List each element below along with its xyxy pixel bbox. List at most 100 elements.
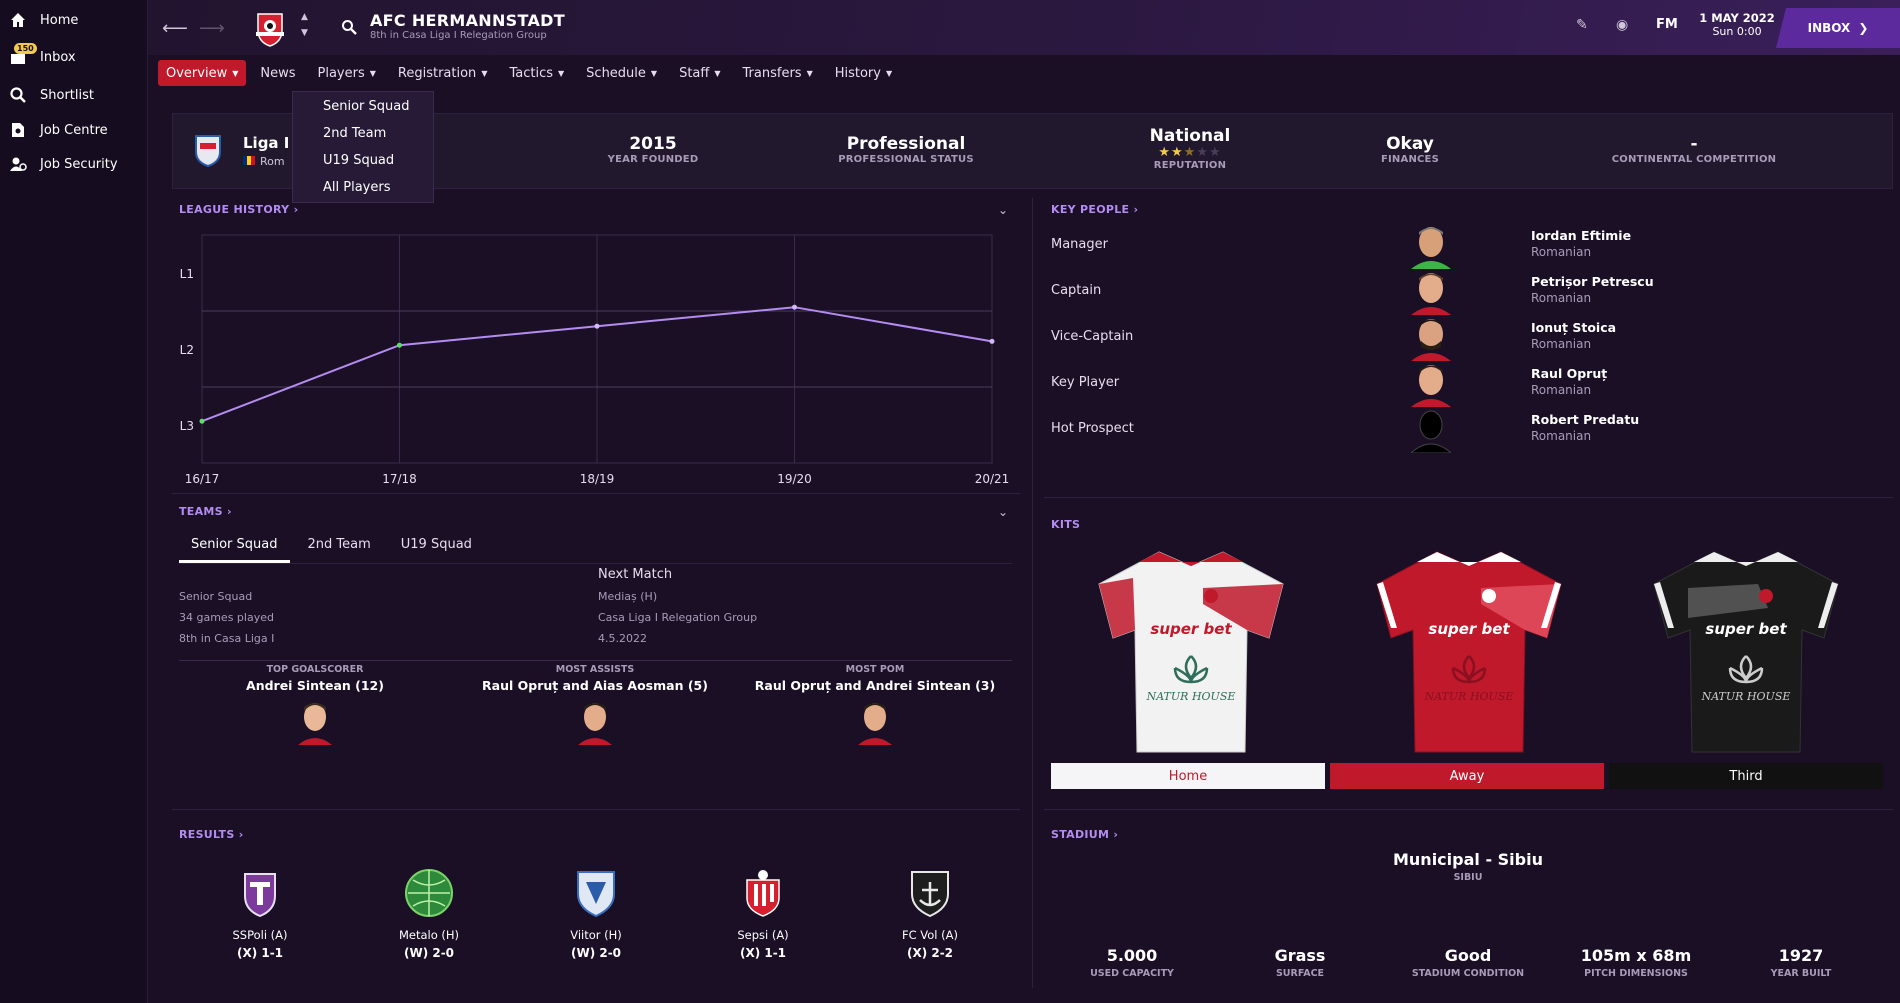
sidebar-item-inbox[interactable]: 150 Inbox — [0, 40, 148, 74]
sepsi-logo-icon — [746, 870, 780, 917]
continue-arrow-icon: ❯ — [1858, 21, 1869, 35]
chevron-down-icon: ▼ — [558, 68, 565, 78]
tab-transfers[interactable]: Transfers ▼ — [742, 65, 813, 81]
tab-2nd-team[interactable]: 2nd Team — [307, 537, 371, 552]
club-subtitle: 8th in Casa Liga I Relegation Group — [370, 30, 547, 41]
column-divider — [1032, 198, 1033, 988]
stat-year-founded: 2015 YEAR FOUNDED — [607, 134, 699, 165]
sspoli-logo-icon — [244, 873, 276, 918]
viitor-logo-icon — [577, 871, 615, 918]
sidebar-item-job-security[interactable]: Job Security — [0, 147, 148, 181]
job-centre-icon — [12, 123, 24, 137]
top-goalscorer[interactable]: TOP GOALSCORER Andrei Sintean (12) — [175, 664, 455, 745]
most-assists[interactable]: MOST ASSISTS Raul Opruț and Aias Aosman (… — [455, 664, 735, 745]
key-person-row[interactable]: Vice-Captain Ionuț Stoica Romanian — [1051, 315, 1891, 361]
club-view-icon[interactable]: ◉ — [1616, 17, 1629, 33]
vice-captain-face-icon — [1411, 319, 1451, 361]
fm-menu-button[interactable]: FM — [1656, 17, 1678, 32]
inbox-continue-button[interactable]: INBOX ❯ — [1776, 8, 1900, 48]
third-kit-button[interactable]: Third — [1609, 763, 1883, 789]
league-name[interactable]: Liga I — [243, 134, 290, 152]
club-name: AFC HERMANNSTADT — [370, 11, 565, 30]
stat-professional-status: Professional PROFESSIONAL STATUS — [838, 134, 974, 165]
chevron-down-icon: ▼ — [714, 68, 721, 78]
divider — [1044, 497, 1893, 498]
tab-registration[interactable]: Registration ▼ — [397, 65, 488, 81]
home-kit-button[interactable]: Home — [1051, 763, 1325, 789]
tab-tactics[interactable]: Tactics ▼ — [509, 65, 565, 81]
key-person-row[interactable]: Key Player Raul Opruț Romanian — [1051, 361, 1891, 407]
teams-title[interactable]: TEAMS › — [179, 505, 232, 518]
home-kit-shirt[interactable]: super bet NATUR HOUSE — [1093, 548, 1289, 756]
next-match-title: Next Match — [598, 567, 673, 582]
stadium-condition: Good STADIUM CONDITION — [1411, 946, 1525, 979]
key-person-row[interactable]: Hot Prospect Robert Predatu Romanian — [1051, 407, 1891, 453]
team-summary: Senior Squad 34 games played 8th in Casa L… — [179, 590, 275, 645]
fc-voluntari-logo-icon — [911, 871, 949, 918]
third-kit-shirt[interactable]: super bet NATUR HOUSE — [1648, 548, 1844, 756]
club-logo[interactable] — [250, 8, 290, 48]
date-display[interactable]: 1 MAY 2022 Sun 0:00 — [1699, 11, 1775, 39]
silhouette-icon — [1411, 410, 1451, 453]
sidebar-item-home[interactable]: Home — [0, 3, 148, 37]
result-item[interactable]: Sepsi (A) (X) 1-1 — [688, 868, 838, 960]
tab-u19-squad[interactable]: U19 Squad — [400, 537, 472, 552]
search-icon[interactable] — [341, 19, 357, 35]
chart-y-tick-label: L2 — [180, 343, 194, 357]
results-title[interactable]: RESULTS › — [179, 828, 244, 841]
key-person-row[interactable]: Manager Iordan Eftimie Romanian — [1051, 223, 1891, 269]
sidebar-item-shortlist[interactable]: Shortlist — [0, 78, 148, 112]
tab-staff[interactable]: Staff ▼ — [679, 65, 721, 81]
tab-news[interactable]: News — [260, 65, 296, 81]
menu-item-u19-squad[interactable]: U19 Squad — [323, 153, 395, 168]
chevron-down-icon[interactable]: ⌄ — [998, 203, 1009, 217]
tab-senior-squad[interactable]: Senior Squad — [179, 533, 290, 563]
most-pom[interactable]: MOST POM Raul Opruț and Andrei Sintean (3… — [735, 664, 1015, 745]
tab-players[interactable]: Players ▼ — [317, 65, 376, 81]
chart-data-point — [397, 342, 402, 348]
key-person-row[interactable]: Captain Petrișor Petrescu Romanian — [1051, 269, 1891, 315]
stat-finances: Okay FINANCES — [1380, 134, 1439, 165]
divider — [179, 563, 1012, 564]
away-kit-button[interactable]: Away — [1330, 763, 1604, 789]
forward-arrow-icon[interactable]: ⟶ — [199, 18, 225, 39]
result-item[interactable]: SSPoli (A) (X) 1-1 — [185, 868, 335, 960]
league-history-title[interactable]: LEAGUE HISTORY › — [179, 203, 299, 216]
tab-history[interactable]: History ▼ — [834, 65, 893, 81]
stadium-city: SIBIU — [1453, 872, 1483, 883]
result-item[interactable]: FC Vol (A) (X) 2-2 — [855, 868, 1005, 960]
svg-text:super bet: super bet — [1705, 620, 1787, 638]
home-icon — [11, 13, 25, 27]
menu-item-2nd-team[interactable]: 2nd Team — [323, 126, 387, 141]
top-bar — [148, 0, 1900, 55]
tab-overview[interactable]: Overview ▼ — [158, 60, 247, 86]
stat-reputation: National ★★★★★ REPUTATION — [1090, 126, 1290, 171]
edit-pencil-icon[interactable]: ✎ — [1576, 17, 1588, 33]
job-security-icon — [10, 157, 27, 171]
result-item[interactable]: Metalo (H) (W) 2-0 — [354, 868, 504, 960]
teams-tabs: Senior Squad 2nd Team U19 Squad — [179, 533, 490, 563]
svg-text:NATUR HOUSE: NATUR HOUSE — [1146, 690, 1236, 703]
stadium-title[interactable]: STADIUM › — [1051, 828, 1119, 841]
chevron-down-icon[interactable]: ⌄ — [998, 505, 1009, 519]
chart-y-tick-label: L3 — [180, 419, 194, 433]
stadium-surface: Grass SURFACE — [1274, 946, 1326, 979]
menu-item-senior-squad[interactable]: Senior Squad — [323, 99, 410, 114]
back-arrow-icon[interactable]: ⟵ — [162, 18, 188, 39]
key-people-title[interactable]: KEY PEOPLE › — [1051, 203, 1139, 216]
league-history-chart: L1 L2 L3 16/17 17/18 18/19 19/20 20/21 — [180, 234, 1009, 485]
inbox-badge: 150 — [14, 43, 37, 54]
search-icon — [10, 87, 26, 103]
chart-x-tick-label: 17/18 — [382, 472, 417, 485]
result-item[interactable]: Viitor (H) (W) 2-0 — [521, 868, 671, 960]
menu-item-all-players[interactable]: All Players — [323, 180, 391, 195]
tab-schedule[interactable]: Schedule ▼ — [586, 65, 658, 81]
club-switch-up-icon[interactable]: ▲ — [301, 12, 308, 22]
reputation-stars: ★★★★★ — [1158, 145, 1222, 160]
stadium-used-capacity: 5.000 USED CAPACITY — [1090, 946, 1174, 979]
chart-x-tick-label: 18/19 — [580, 472, 615, 485]
next-match-details[interactable]: Mediaș (H) Casa Liga I Relegation Group 4.… — [598, 590, 758, 645]
club-switch-down-icon[interactable]: ▼ — [301, 28, 308, 38]
away-kit-shirt[interactable]: super bet NATUR HOUSE — [1371, 548, 1567, 756]
sidebar-item-job-centre[interactable]: Job Centre — [0, 113, 148, 147]
